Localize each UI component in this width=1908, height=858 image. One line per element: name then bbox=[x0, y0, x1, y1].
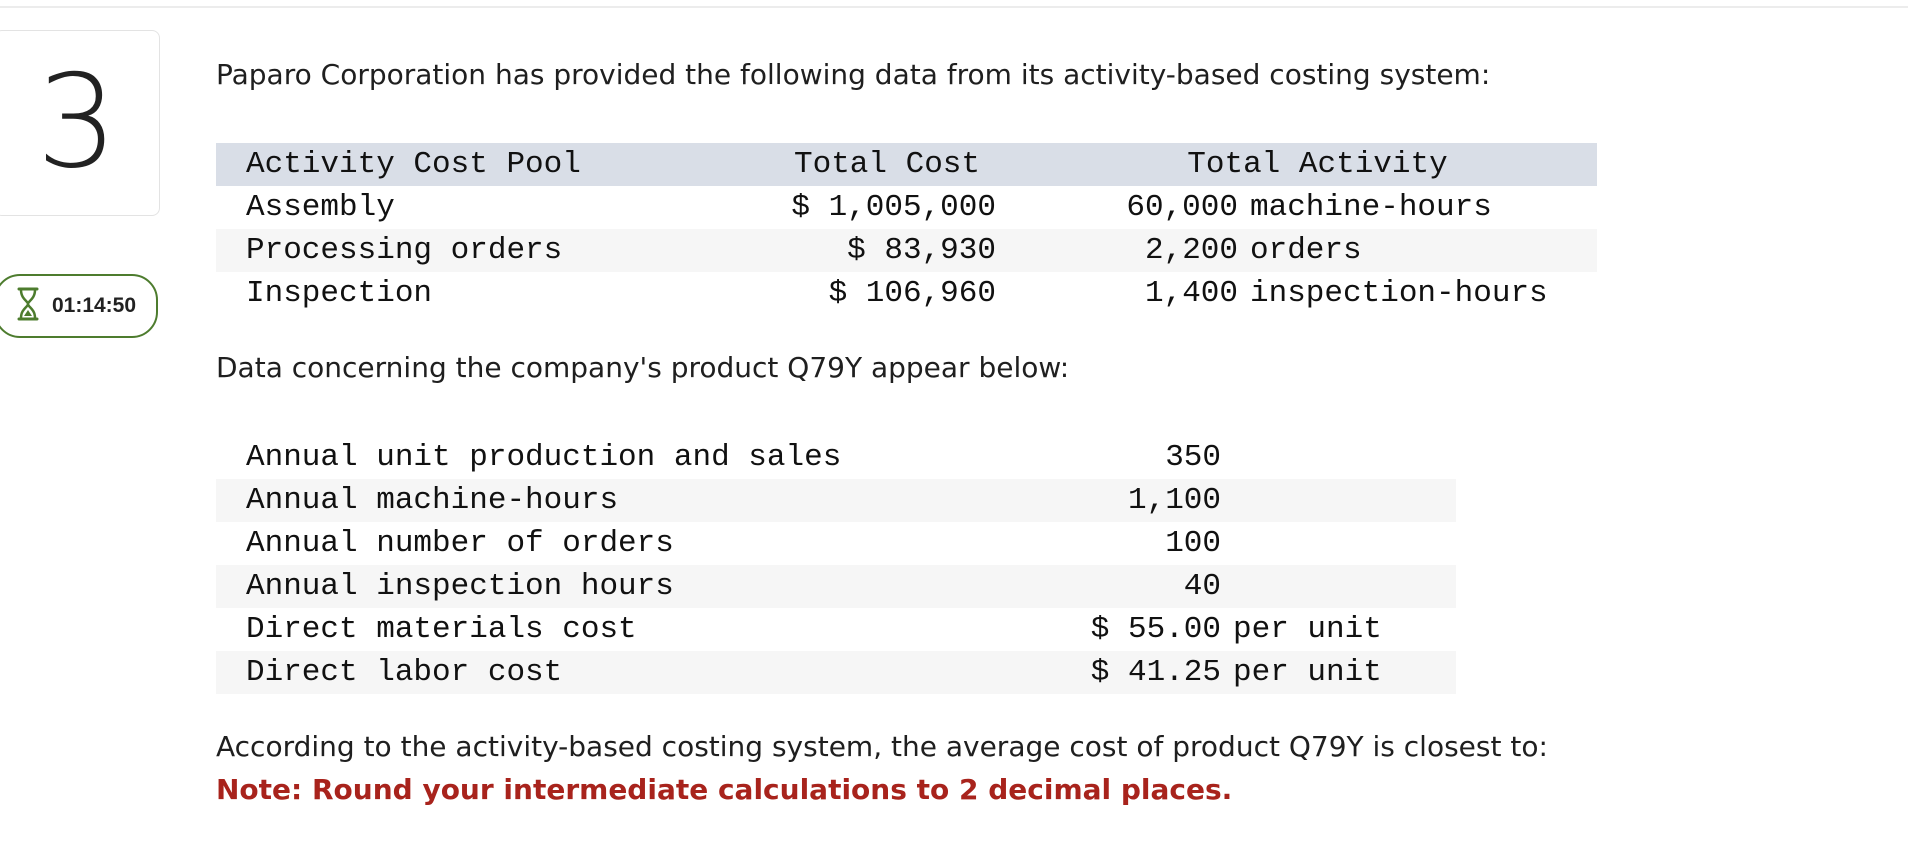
activity-pool-label: Assembly bbox=[246, 190, 395, 225]
product-data-unit bbox=[1233, 522, 1456, 565]
table-header-row: Activity Cost Pool Total Cost Total Acti… bbox=[216, 143, 1597, 186]
top-divider bbox=[0, 6, 1908, 8]
activity-quantity: 1,400 bbox=[1144, 276, 1238, 311]
table-row: Processing orders $ 83,930 2,200 orders bbox=[216, 229, 1597, 272]
intro-text: Paparo Corporation has provided the foll… bbox=[216, 58, 1491, 91]
product-data-unit: per unit bbox=[1233, 655, 1382, 690]
table-row: Direct labor cost $ 41.25 per unit bbox=[216, 651, 1456, 694]
activity-pool-label: Processing orders bbox=[246, 233, 563, 268]
activity-total-cost: $ 83,930 bbox=[847, 233, 996, 268]
activity-quantity: 60,000 bbox=[1126, 190, 1238, 225]
product-data-label: Annual number of orders bbox=[246, 526, 674, 561]
timer-text: 01:14:50 bbox=[51, 294, 137, 317]
table-row: Annual machine-hours 1,100 bbox=[216, 479, 1456, 522]
activity-unit: inspection-hours bbox=[1250, 276, 1548, 311]
table-row: Annual number of orders 100 bbox=[216, 522, 1456, 565]
product-data-label: Direct labor cost bbox=[246, 655, 563, 690]
activity-total-cost: $ 106,960 bbox=[828, 276, 996, 311]
rounding-note: Note: Round your intermediate calculatio… bbox=[216, 773, 1233, 806]
activity-quantity: 2,200 bbox=[1144, 233, 1238, 268]
activity-cost-table: Activity Cost Pool Total Cost Total Acti… bbox=[216, 143, 1597, 315]
product-data-label: Annual machine-hours bbox=[246, 483, 619, 518]
product-data-unit bbox=[1233, 565, 1456, 608]
question-text: According to the activity-based costing … bbox=[216, 730, 1548, 763]
product-data-value: 350 bbox=[1165, 440, 1221, 475]
question-number-card: 3 bbox=[0, 30, 160, 216]
product-data-label: Annual inspection hours bbox=[246, 569, 674, 604]
table-row: Assembly $ 1,005,000 60,000 machine-hour… bbox=[216, 186, 1597, 229]
header-total-activity: Total Activity bbox=[1187, 147, 1448, 182]
header-activity-cost-pool: Activity Cost Pool bbox=[246, 147, 581, 182]
hourglass-icon bbox=[16, 287, 40, 326]
header-total-cost: Total Cost bbox=[793, 147, 981, 182]
activity-unit: orders bbox=[1250, 233, 1362, 268]
product-data-unit bbox=[1233, 479, 1456, 522]
product-data-label: Direct materials cost bbox=[246, 612, 637, 647]
product-data-label: Annual unit production and sales bbox=[246, 440, 842, 475]
timer-badge[interactable]: 01:14:50 bbox=[0, 274, 158, 338]
activity-unit: machine-hours bbox=[1250, 190, 1492, 225]
product-data-value: $ 55.00 bbox=[1090, 612, 1221, 647]
activity-total-cost: $ 1,005,000 bbox=[791, 190, 996, 225]
question-number: 3 bbox=[36, 48, 118, 197]
product-data-unit: per unit bbox=[1233, 612, 1382, 647]
table-row: Annual inspection hours 40 bbox=[216, 565, 1456, 608]
table-row: Annual unit production and sales 350 bbox=[216, 436, 1456, 479]
product-data-table: Annual unit production and sales 350 Ann… bbox=[216, 436, 1456, 694]
table-row: Direct materials cost $ 55.00 per unit bbox=[216, 608, 1456, 651]
product-data-value: 100 bbox=[1165, 526, 1221, 561]
product-data-value: $ 41.25 bbox=[1090, 655, 1221, 690]
product-data-unit bbox=[1233, 436, 1456, 479]
activity-pool-label: Inspection bbox=[246, 276, 433, 311]
product-data-value: 1,100 bbox=[1127, 483, 1221, 518]
table-row: Inspection $ 106,960 1,400 inspection-ho… bbox=[216, 272, 1597, 315]
product-intro-text: Data concerning the company's product Q7… bbox=[216, 351, 1070, 384]
product-data-value: 40 bbox=[1183, 569, 1221, 604]
